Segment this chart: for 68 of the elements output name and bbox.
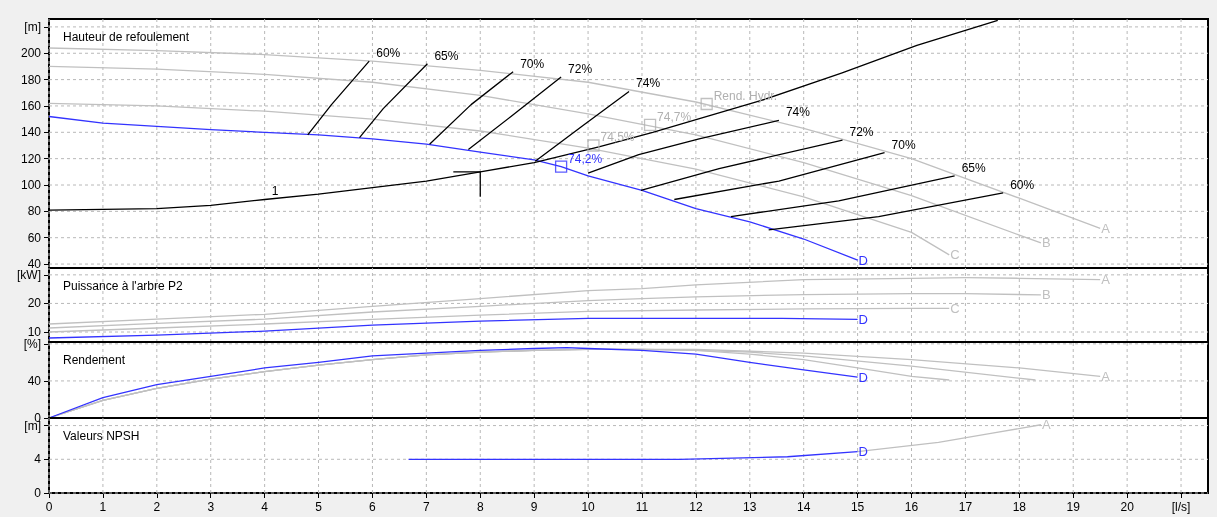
series-label: A bbox=[1101, 272, 1111, 288]
annotation: 74,5% bbox=[600, 130, 635, 145]
series-label: B bbox=[1041, 287, 1051, 303]
series-label: C bbox=[950, 247, 960, 263]
x-tick-label: 13 bbox=[743, 500, 757, 514]
x-tick-label: 9 bbox=[530, 500, 538, 514]
annotation: 74,2% bbox=[568, 151, 603, 166]
series-label: D bbox=[858, 369, 868, 385]
y-tick-label: [%] bbox=[23, 336, 41, 351]
y-tick-label: 0 bbox=[34, 486, 42, 500]
y-tick-label: 20 bbox=[27, 296, 42, 311]
y-tick-label: 100 bbox=[20, 178, 42, 192]
annotation: 72% bbox=[568, 61, 593, 76]
y-tick-label: 80 bbox=[27, 204, 42, 219]
annotation: 70% bbox=[520, 56, 545, 71]
x-tick-label: 16 bbox=[904, 500, 919, 514]
y-tick-label: [m] bbox=[24, 19, 41, 34]
x-tick-label: 5 bbox=[315, 500, 323, 514]
annotation: 72% bbox=[849, 125, 874, 140]
text: Rendement bbox=[63, 353, 126, 367]
y-tick-label: 160 bbox=[20, 98, 42, 113]
y-tick-label: 4 bbox=[34, 452, 42, 467]
x-tick-label: 12 bbox=[689, 500, 703, 514]
series-label: D bbox=[858, 252, 868, 268]
x-tick-label: 4 bbox=[261, 500, 269, 514]
annotation: 1 bbox=[271, 184, 279, 199]
series-label: A bbox=[1101, 368, 1111, 384]
x-tick-label: [l/s] bbox=[1171, 500, 1191, 514]
x-tick-label: 15 bbox=[850, 500, 865, 514]
annotation: 74% bbox=[785, 105, 811, 120]
y-tick-label: 200 bbox=[20, 46, 42, 61]
y-tick-label: 60 bbox=[27, 230, 42, 245]
text: Valeurs NPSH bbox=[63, 429, 140, 443]
x-tick-label: 8 bbox=[476, 500, 484, 514]
x-tick-label: 7 bbox=[423, 500, 431, 514]
x-tick-label: 1 bbox=[99, 500, 107, 514]
annotation: 70% bbox=[891, 137, 916, 152]
annotation: 60% bbox=[1010, 177, 1035, 192]
x-tick-label: 19 bbox=[1066, 500, 1081, 514]
annotation: 74,7% bbox=[657, 109, 692, 124]
text: Hauteur de refoulement bbox=[63, 30, 190, 44]
series-label: C bbox=[950, 300, 960, 316]
series-label: D bbox=[858, 444, 868, 460]
y-tick-label: 10 bbox=[27, 325, 42, 339]
series-label: D bbox=[858, 311, 868, 327]
x-tick-label: 14 bbox=[797, 500, 811, 514]
x-tick-label: 11 bbox=[635, 500, 649, 514]
x-tick-label: 2 bbox=[153, 500, 161, 514]
series-label: B bbox=[1041, 235, 1051, 251]
y-tick-label: 140 bbox=[20, 125, 42, 140]
annotation: 65% bbox=[434, 48, 459, 63]
y-tick-label: [kW] bbox=[17, 267, 41, 282]
x-tick-label: 0 bbox=[45, 500, 53, 514]
annotation: Rend. Hydr. bbox=[713, 88, 778, 103]
y-tick-label: 40 bbox=[27, 373, 42, 388]
x-tick-label: 18 bbox=[1012, 500, 1027, 514]
series-label: A bbox=[1101, 220, 1111, 236]
annotation: 74% bbox=[636, 76, 661, 91]
x-tick-label: 20 bbox=[1120, 500, 1135, 514]
x-tick-label: 10 bbox=[581, 500, 596, 514]
text: Puissance à l'arbre P2 bbox=[63, 279, 184, 293]
y-tick-label: 120 bbox=[20, 151, 42, 166]
x-tick-label: 17 bbox=[958, 500, 973, 514]
x-tick-label: 3 bbox=[207, 500, 215, 514]
y-tick-label: 180 bbox=[20, 72, 42, 87]
x-tick-label: 6 bbox=[369, 500, 377, 514]
annotation: 60% bbox=[376, 46, 401, 61]
annotation: 65% bbox=[961, 160, 986, 175]
